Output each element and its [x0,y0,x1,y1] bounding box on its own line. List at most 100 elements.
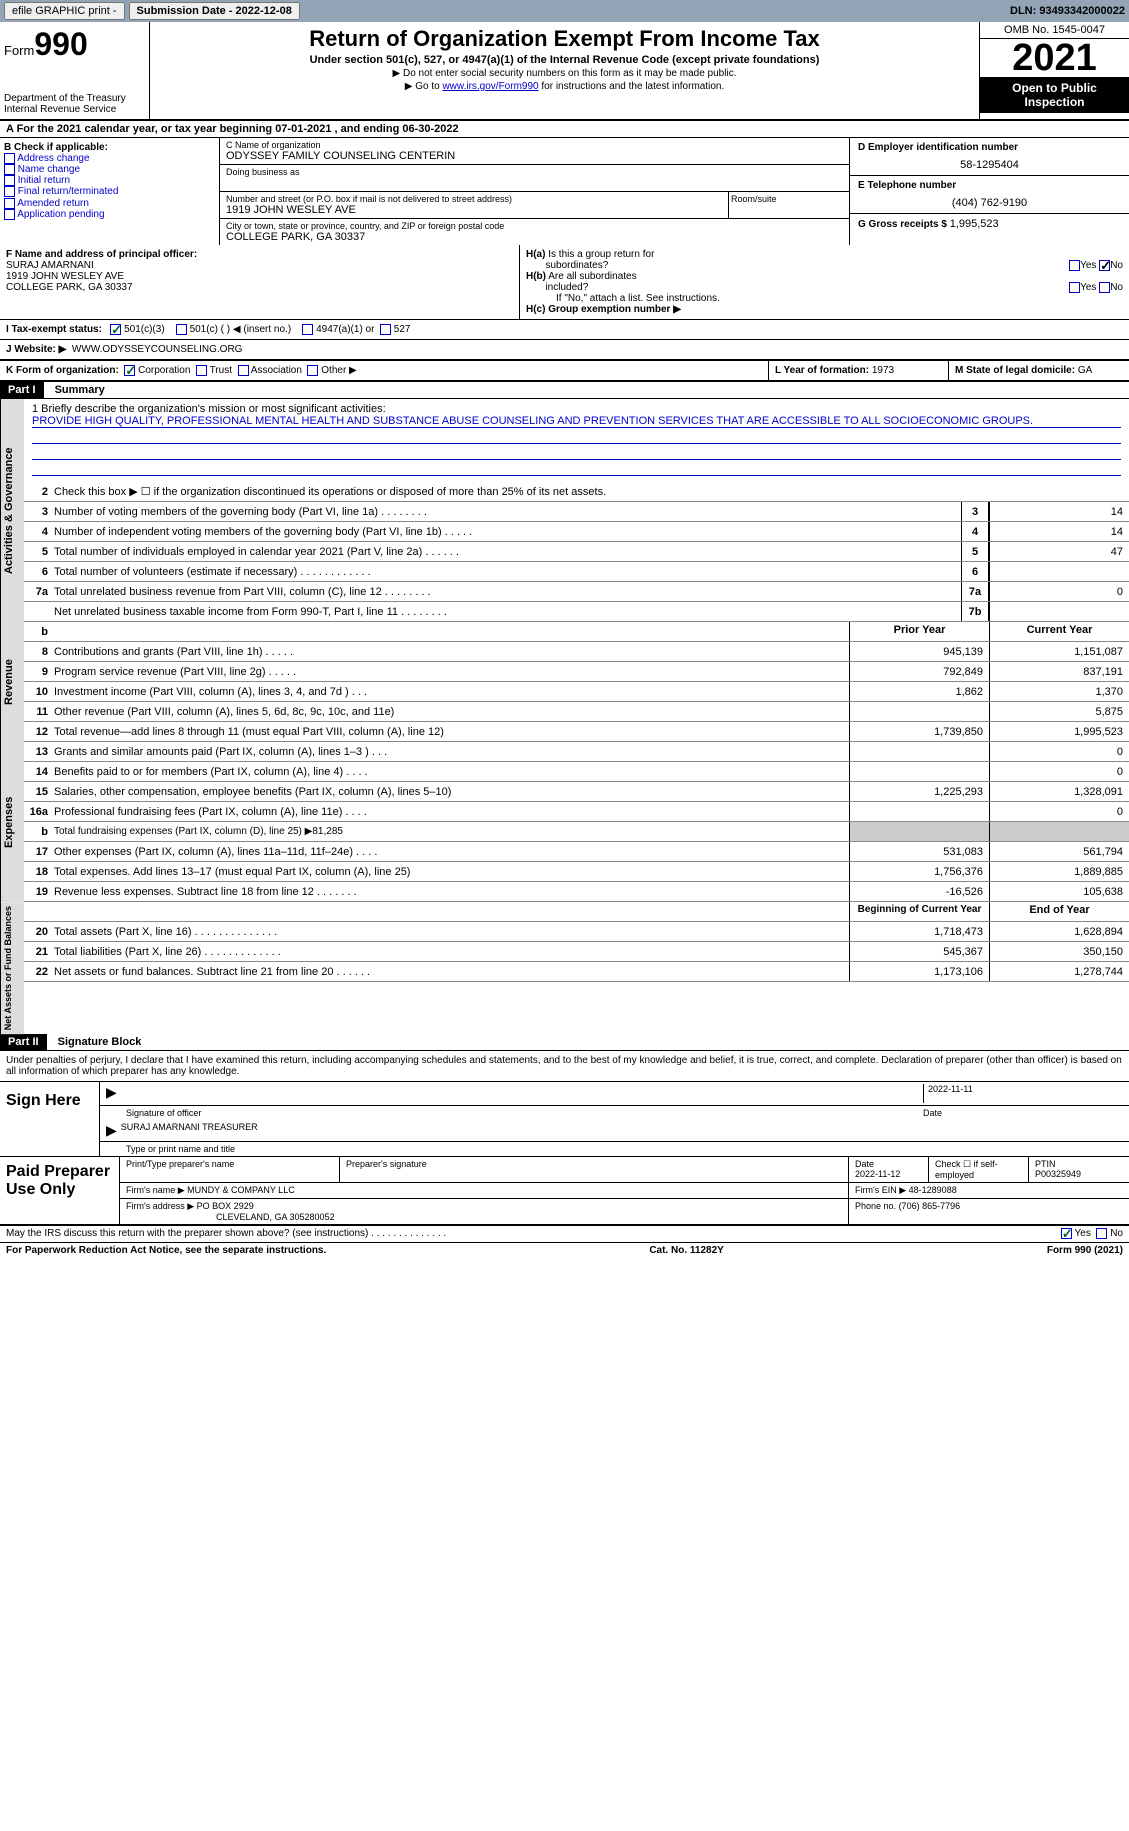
line7b-box: 7b [961,602,989,621]
topbar: efile GRAPHIC print - Submission Date - … [0,0,1129,22]
b-title: B Check if applicable: [4,142,108,153]
firm-phone-label: Phone no. [855,1201,896,1211]
line6-box: 6 [961,562,989,581]
f-col: F Name and address of principal officer:… [0,245,520,319]
line17-desc: Other expenses (Part IX, column (A), lin… [54,844,849,860]
i-501c: 501(c) ( ) ◀ (insert no.) [190,324,292,335]
website-value: WWW.ODYSSEYCOUNSELING.ORG [72,344,243,355]
sig-date-value: 2022-11-11 [923,1084,1123,1103]
current-year-hdr: Current Year [989,622,1129,641]
part1-title: Summary [47,382,113,398]
line18-desc: Total expenses. Add lines 13–17 (must eq… [54,864,849,880]
submission-button[interactable]: Submission Date - 2022-12-08 [129,2,300,20]
mission-text: PROVIDE HIGH QUALITY, PROFESSIONAL MENTA… [32,415,1121,428]
line4-desc: Number of independent voting members of … [54,524,961,540]
tel-value: (404) 762-9190 [858,197,1121,209]
side-revenue: Revenue [0,622,24,742]
line3-box: 3 [961,502,989,521]
line5-box: 5 [961,542,989,561]
line20-desc: Total assets (Part X, line 16) . . . . .… [54,924,849,940]
line9-cy: 837,191 [989,662,1129,681]
dln: DLN: 93493342000022 [1010,5,1125,17]
firm-addr-label: Firm's address ▶ [126,1201,194,1211]
cb-discuss-no[interactable] [1096,1228,1107,1239]
cb-assoc[interactable] [238,365,249,376]
line15-py: 1,225,293 [849,782,989,801]
ha-yes: Yes [1080,260,1096,271]
efile-button[interactable]: efile GRAPHIC print - [4,2,125,20]
cb-other[interactable] [307,365,318,376]
line19-py: -16,526 [849,882,989,901]
hb-no: No [1110,282,1123,293]
prior-year-hdr: Prior Year [849,622,989,641]
side-expenses: Expenses [0,742,24,902]
line21-desc: Total liabilities (Part X, line 26) . . … [54,944,849,960]
line10-desc: Investment income (Part VIII, column (A)… [54,684,849,700]
line17-py: 531,083 [849,842,989,861]
line13-cy: 0 [989,742,1129,761]
ha-no: No [1110,260,1123,271]
side-activities: Activities & Governance [0,399,24,622]
part2-bar: Part II [0,1034,47,1050]
line22-py: 1,173,106 [849,962,989,981]
cat-number: Cat. No. 11282Y [649,1245,723,1256]
prep-date-value: 2022-11-12 [855,1169,900,1179]
line15-desc: Salaries, other compensation, employee b… [54,784,849,800]
line19-cy: 105,638 [989,882,1129,901]
line21-py: 545,367 [849,942,989,961]
cb-pending[interactable]: Application pending [4,209,215,220]
cb-name-change[interactable]: Name change [4,164,215,175]
dba-label: Doing business as [226,167,843,177]
footer-row: For Paperwork Reduction Act Notice, see … [0,1242,1129,1258]
part2-header: Part II Signature Block [0,1034,1129,1051]
i-4947: 4947(a)(1) or [316,324,374,335]
irs-link[interactable]: www.irs.gov/Form990 [442,81,538,92]
firm-addr2-value: CLEVELAND, GA 305280052 [126,1212,335,1222]
signature-declaration: Under penalties of perjury, I declare th… [0,1051,1129,1082]
line20-py: 1,718,473 [849,922,989,941]
line7b-desc: Net unrelated business taxable income fr… [54,604,961,620]
cb-501c3[interactable] [110,324,121,335]
cb-501c[interactable] [176,324,187,335]
k-label: K Form of organization: [6,365,119,376]
sig-type-label: Type or print name and title [106,1144,235,1154]
part1-header: Part I Summary [0,382,1129,399]
cb-corp[interactable] [124,365,135,376]
expenses-section: Expenses 13Grants and similar amounts pa… [0,742,1129,902]
cb-amended[interactable]: Amended return [4,198,215,209]
cb-trust[interactable] [196,365,207,376]
cb-initial-return[interactable]: Initial return [4,175,215,186]
hb-note: If "No," attach a list. See instructions… [526,293,1123,304]
ein-value: 58-1295404 [858,159,1121,171]
hc-label: H(c) Group exemption number ▶ [526,304,681,315]
form-number: 990 [34,26,87,62]
paid-label: Paid Preparer Use Only [0,1157,120,1224]
sign-here-label: Sign Here [0,1082,100,1156]
begin-year-hdr: Beginning of Current Year [849,902,989,921]
line4-box: 4 [961,522,989,541]
header-center: Return of Organization Exempt From Incom… [150,22,979,119]
i-501c3: 501(c)(3) [124,324,165,335]
line13-py [849,742,989,761]
i-527: 527 [394,324,411,335]
end-year-hdr: End of Year [989,902,1129,921]
cb-discuss-yes[interactable] [1061,1228,1072,1239]
hb-yes: Yes [1080,282,1096,293]
part1-bar: Part I [0,382,44,398]
cb-527[interactable] [380,324,391,335]
line12-py: 1,739,850 [849,722,989,741]
cb-address-change[interactable]: Address change [4,153,215,164]
k-l-m-row: K Form of organization: Corporation Trus… [0,361,1129,382]
self-employed-label: Check ☐ if self-employed [929,1157,1029,1182]
gross-value: 1,995,523 [950,218,999,230]
line22-desc: Net assets or fund balances. Subtract li… [54,964,849,980]
goto-suffix: for instructions and the latest informat… [539,81,725,92]
cb-final-return[interactable]: Final return/terminated [4,186,215,197]
line18-cy: 1,889,885 [989,862,1129,881]
cb-4947[interactable] [302,324,313,335]
tax-exempt-row: I Tax-exempt status: 501(c)(3) 501(c) ( … [0,320,1129,340]
gross-label: G Gross receipts $ [858,219,950,230]
line13-desc: Grants and similar amounts paid (Part IX… [54,744,849,760]
org-name: ODYSSEY FAMILY COUNSELING CENTERIN [226,150,843,162]
section-b-c-d: B Check if applicable: Address change Na… [0,138,1129,245]
